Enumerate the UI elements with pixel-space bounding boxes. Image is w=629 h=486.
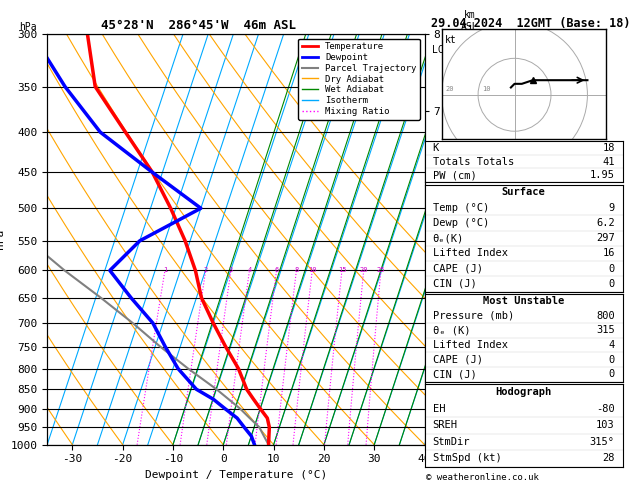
Text: PW (cm): PW (cm) xyxy=(433,171,476,180)
Text: kt: kt xyxy=(445,35,457,45)
Text: CAPE (J): CAPE (J) xyxy=(433,355,482,364)
Text: 0: 0 xyxy=(608,264,615,274)
Text: 20: 20 xyxy=(445,86,454,92)
Text: 6: 6 xyxy=(274,267,279,274)
Text: Totals Totals: Totals Totals xyxy=(433,156,514,167)
Text: 18: 18 xyxy=(603,143,615,153)
Text: θₑ (K): θₑ (K) xyxy=(433,326,470,335)
Text: 28: 28 xyxy=(603,453,615,463)
Text: 10: 10 xyxy=(482,86,490,92)
Text: Surface: Surface xyxy=(502,187,545,197)
Text: Lifted Index: Lifted Index xyxy=(433,340,508,350)
Legend: Temperature, Dewpoint, Parcel Trajectory, Dry Adiabat, Wet Adiabat, Isotherm, Mi: Temperature, Dewpoint, Parcel Trajectory… xyxy=(298,38,420,120)
Text: Hodograph: Hodograph xyxy=(496,387,552,397)
Text: CIN (J): CIN (J) xyxy=(433,279,476,289)
Text: 45°28'N  286°45'W  46m ASL: 45°28'N 286°45'W 46m ASL xyxy=(101,19,296,32)
Text: LCL: LCL xyxy=(432,45,450,55)
Text: 297: 297 xyxy=(596,233,615,243)
Text: 0: 0 xyxy=(608,369,615,379)
Text: Most Unstable: Most Unstable xyxy=(483,296,564,306)
Text: 2: 2 xyxy=(204,267,208,274)
Text: hPa: hPa xyxy=(19,22,36,32)
Text: 16: 16 xyxy=(603,248,615,259)
Text: 8: 8 xyxy=(294,267,299,274)
Text: 20: 20 xyxy=(359,267,368,274)
Text: Pressure (mb): Pressure (mb) xyxy=(433,311,514,321)
Text: 15: 15 xyxy=(338,267,346,274)
Text: CIN (J): CIN (J) xyxy=(433,369,476,379)
Text: -80: -80 xyxy=(596,404,615,414)
Text: K: K xyxy=(433,143,439,153)
Text: 0: 0 xyxy=(608,355,615,364)
Text: 3: 3 xyxy=(229,267,233,274)
Text: CAPE (J): CAPE (J) xyxy=(433,264,482,274)
Text: Lifted Index: Lifted Index xyxy=(433,248,508,259)
Text: Dewp (°C): Dewp (°C) xyxy=(433,218,489,228)
X-axis label: Dewpoint / Temperature (°C): Dewpoint / Temperature (°C) xyxy=(145,470,327,480)
Text: 25: 25 xyxy=(377,267,385,274)
Text: 6.2: 6.2 xyxy=(596,218,615,228)
Text: 4: 4 xyxy=(247,267,252,274)
Text: SREH: SREH xyxy=(433,420,457,430)
Y-axis label: hPa: hPa xyxy=(0,229,5,249)
Text: θₑ(K): θₑ(K) xyxy=(433,233,464,243)
Text: Temp (°C): Temp (°C) xyxy=(433,203,489,212)
Text: © weatheronline.co.uk: © weatheronline.co.uk xyxy=(426,473,539,482)
Text: StmDir: StmDir xyxy=(433,437,470,447)
Text: 4: 4 xyxy=(608,340,615,350)
Text: 1.95: 1.95 xyxy=(590,171,615,180)
Text: 10: 10 xyxy=(308,267,316,274)
Text: 315: 315 xyxy=(596,326,615,335)
Text: StmSpd (kt): StmSpd (kt) xyxy=(433,453,501,463)
Text: 41: 41 xyxy=(603,156,615,167)
Text: 800: 800 xyxy=(596,311,615,321)
Text: 1: 1 xyxy=(163,267,167,274)
Text: km
ASL: km ASL xyxy=(461,10,479,32)
Text: EH: EH xyxy=(433,404,445,414)
Text: 103: 103 xyxy=(596,420,615,430)
Text: 0: 0 xyxy=(608,279,615,289)
Text: 9: 9 xyxy=(608,203,615,212)
Text: 315°: 315° xyxy=(590,437,615,447)
Text: 29.04.2024  12GMT (Base: 18): 29.04.2024 12GMT (Base: 18) xyxy=(431,17,629,30)
